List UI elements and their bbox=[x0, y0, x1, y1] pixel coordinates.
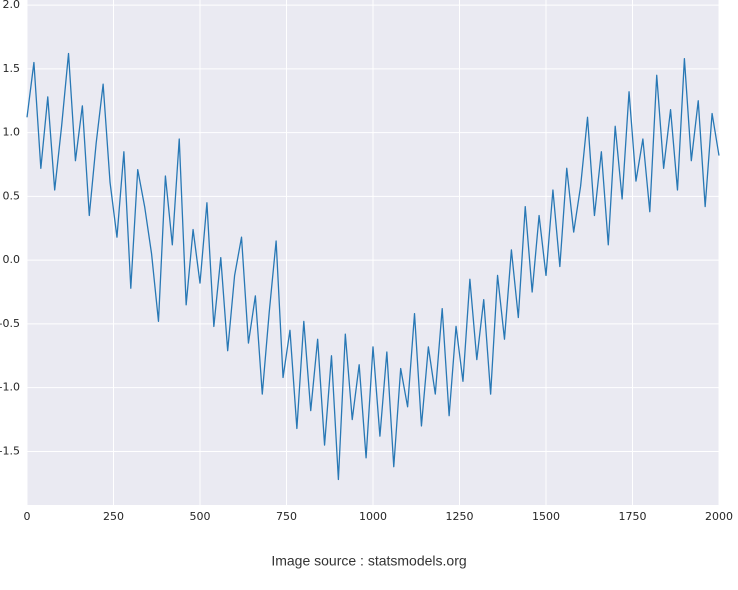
x-tick-label: 1500 bbox=[532, 510, 560, 523]
y-tick-label: 0.5 bbox=[3, 189, 21, 202]
y-tick-label: -1.5 bbox=[0, 444, 20, 457]
y-tick-label: 2.0 bbox=[3, 0, 21, 11]
y-tick-label: 1.5 bbox=[3, 62, 21, 75]
series-line bbox=[26, 52, 720, 481]
x-tick-label: 500 bbox=[190, 510, 211, 523]
x-tick-label: 1750 bbox=[619, 510, 647, 523]
x-tick-label: 1250 bbox=[446, 510, 474, 523]
x-tick-label: 250 bbox=[103, 510, 124, 523]
y-tick-label: 0.0 bbox=[3, 253, 21, 266]
y-tick-label: 1.0 bbox=[3, 126, 21, 139]
x-tick-label: 2000 bbox=[705, 510, 733, 523]
x-tick-label: 750 bbox=[276, 510, 297, 523]
y-tick-label: -0.5 bbox=[0, 317, 20, 330]
x-tick-label: 0 bbox=[24, 510, 31, 523]
y-tick-label: -1.0 bbox=[0, 381, 20, 394]
x-tick-label: 1000 bbox=[359, 510, 387, 523]
annotation: Image source : statsmodels.org bbox=[271, 553, 466, 569]
